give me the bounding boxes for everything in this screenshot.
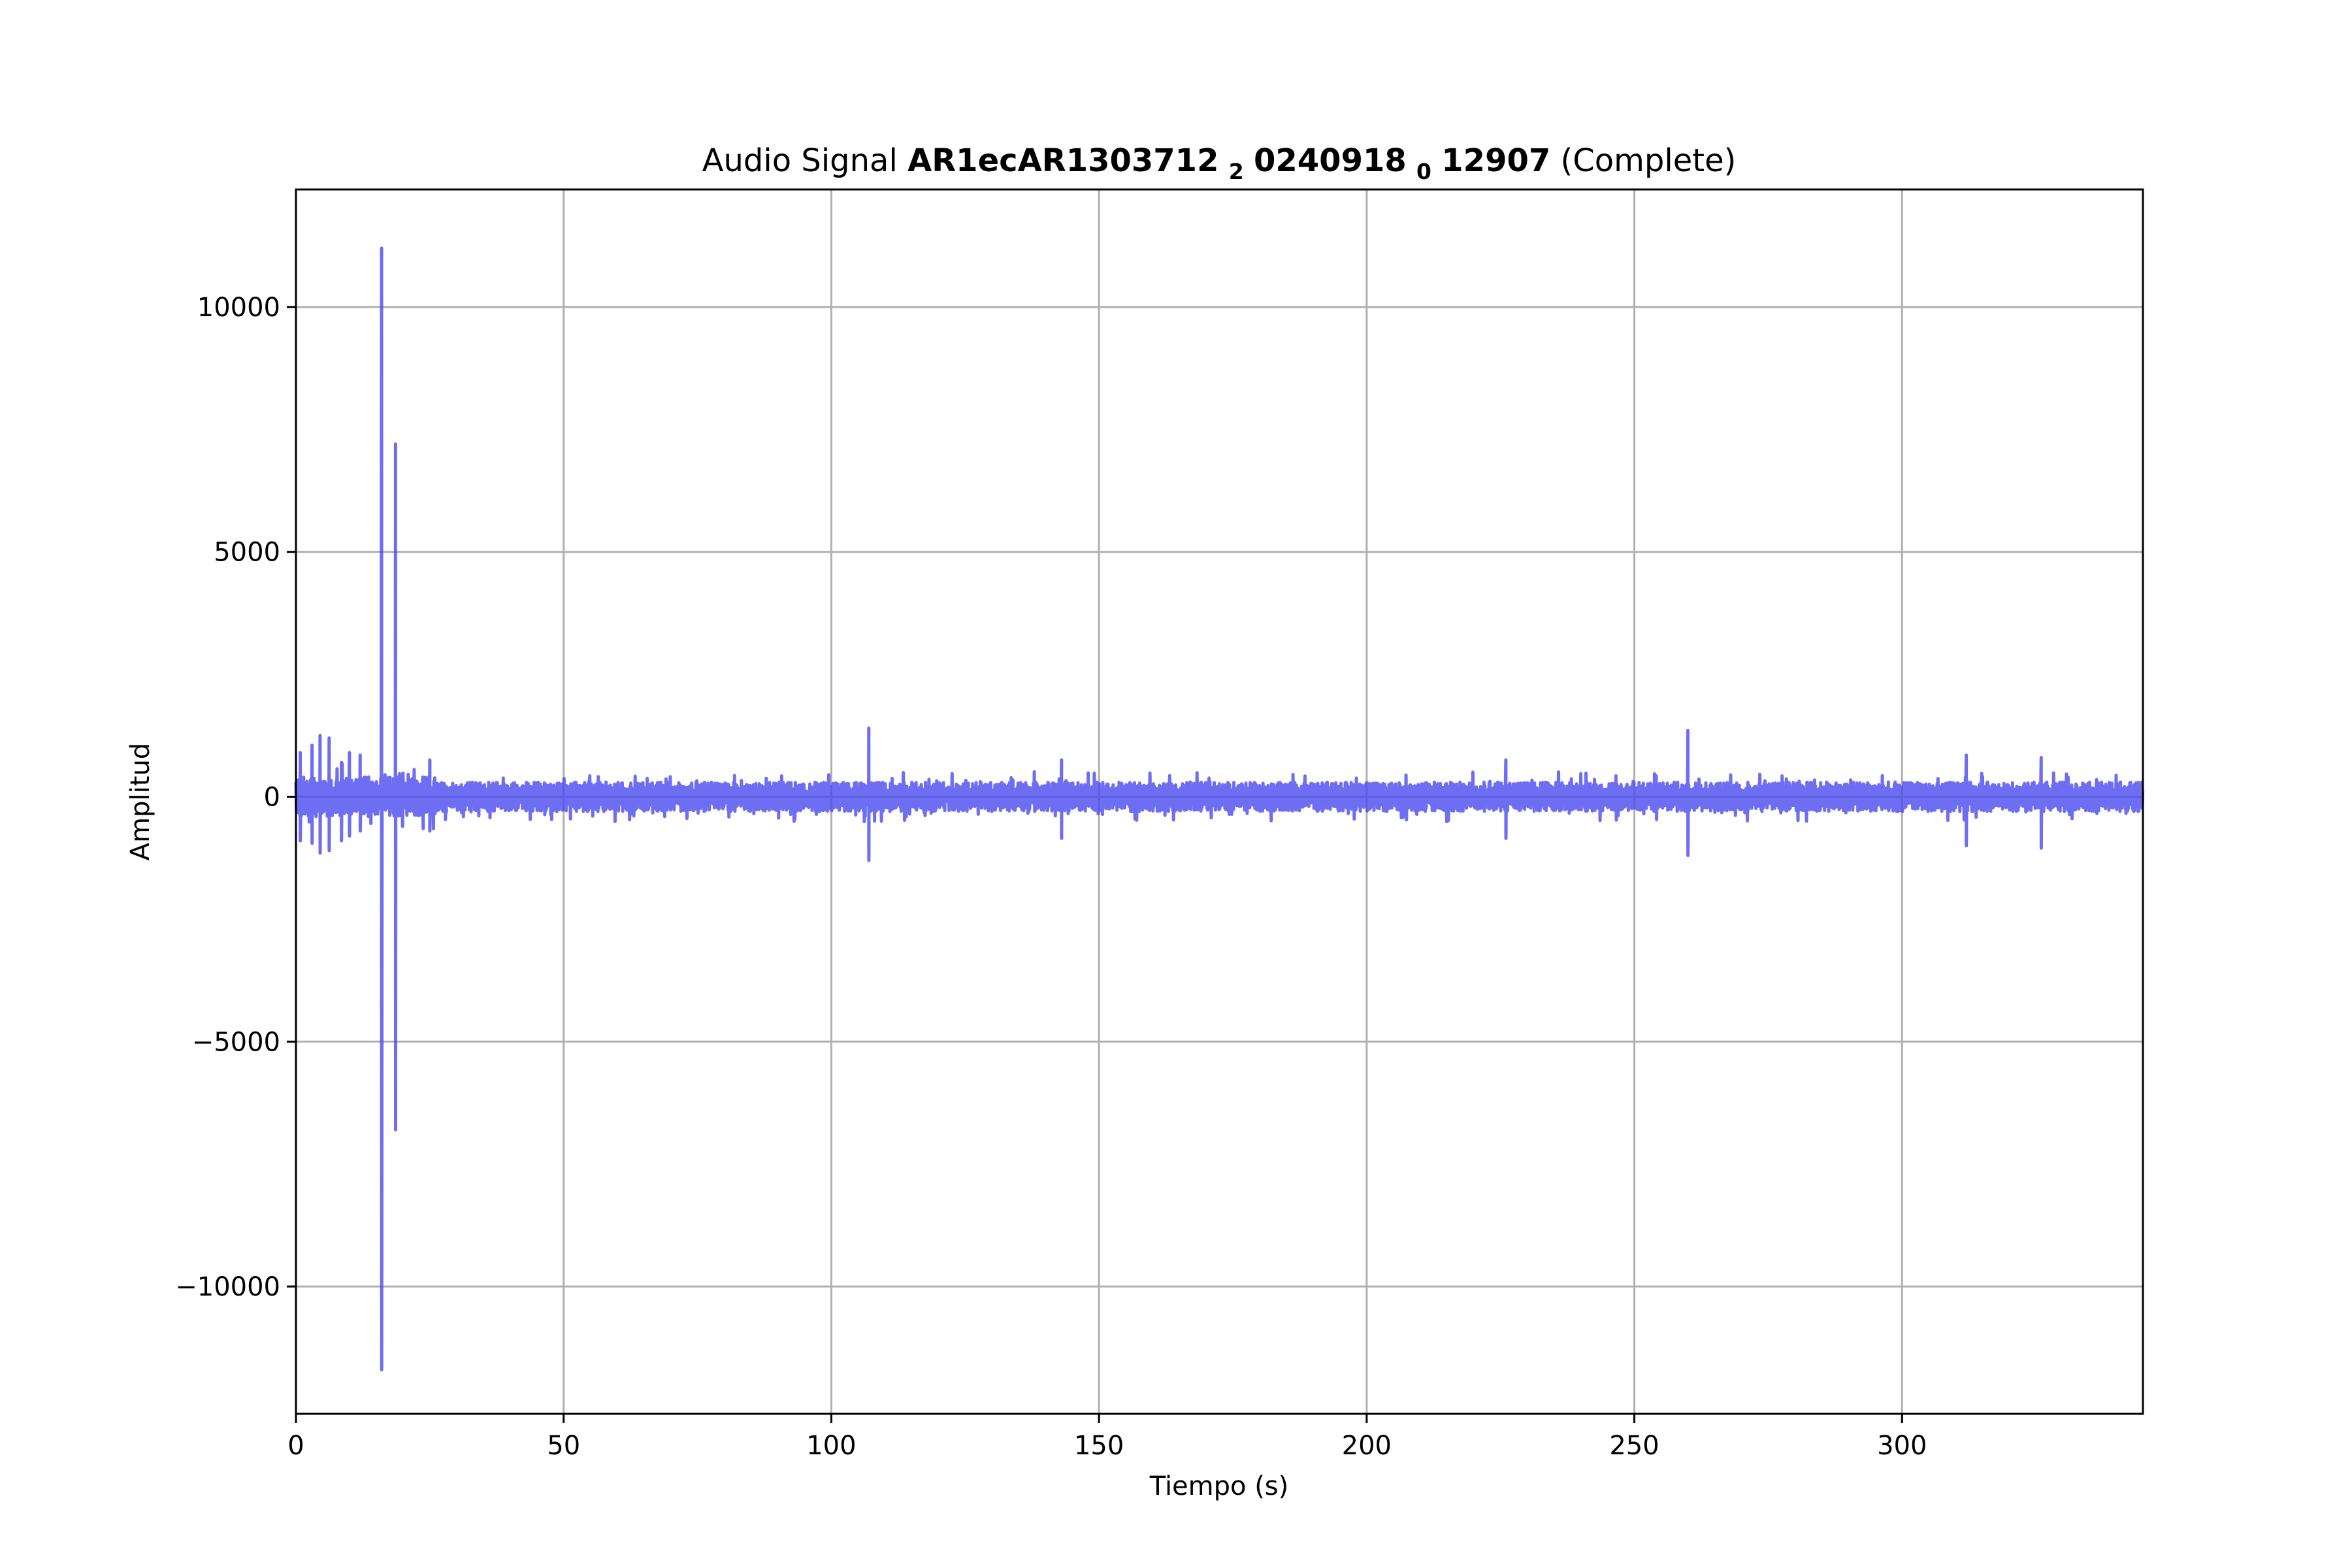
x-tick-label: 200 <box>1342 1431 1392 1461</box>
title-name-part3: 12907 <box>1441 142 1550 179</box>
series-audio-signal <box>294 246 2145 1371</box>
title-suffix: (Complete) <box>1561 142 1737 179</box>
x-axis-ticks: 0 50 100 150 200 250 300 <box>287 1414 1927 1461</box>
title-prefix: Audio Signal <box>702 142 907 179</box>
x-tick-label: 50 <box>547 1431 580 1461</box>
x-tick-label: 0 <box>287 1431 304 1461</box>
y-tick-label: 5000 <box>214 538 280 568</box>
chart-title: Audio Signal AR1ecAR1303712 2 0240918 0 … <box>702 142 1737 187</box>
title-name-part2: 0240918 <box>1254 142 1407 179</box>
x-tick-label: 100 <box>806 1431 856 1461</box>
x-tick-label: 150 <box>1074 1431 1124 1461</box>
title-name-part1: AR1ecAR1303712 <box>907 142 1218 179</box>
y-tick-label: −10000 <box>175 1272 280 1302</box>
y-axis-ticks: −10000 −5000 0 5000 10000 <box>175 293 296 1302</box>
y-axis-label: Amplitud <box>125 743 155 860</box>
x-tick-label: 300 <box>1877 1431 1927 1461</box>
y-tick-label: 10000 <box>197 293 280 323</box>
y-tick-label: −5000 <box>192 1027 280 1057</box>
x-tick-label: 250 <box>1609 1431 1659 1461</box>
plot-frame <box>295 188 2144 1415</box>
x-axis-label: Tiempo (s) <box>1149 1471 1289 1501</box>
y-tick-label: 0 <box>264 783 280 813</box>
signal-line <box>294 246 2145 1371</box>
title-subscript-1: 2 <box>1229 159 1244 184</box>
title-subscript-2: 0 <box>1416 159 1431 184</box>
